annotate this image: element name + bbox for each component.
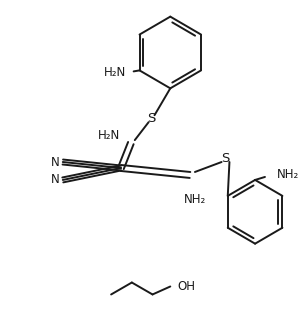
Text: N: N [51, 173, 59, 187]
Text: NH₂: NH₂ [184, 193, 206, 206]
Text: H₂N: H₂N [98, 128, 120, 142]
Text: OH: OH [177, 280, 195, 293]
Text: NH₂: NH₂ [277, 168, 299, 182]
Text: H₂N: H₂N [103, 66, 126, 79]
Text: S: S [147, 112, 156, 125]
Text: S: S [221, 151, 230, 165]
Text: N: N [51, 155, 59, 169]
